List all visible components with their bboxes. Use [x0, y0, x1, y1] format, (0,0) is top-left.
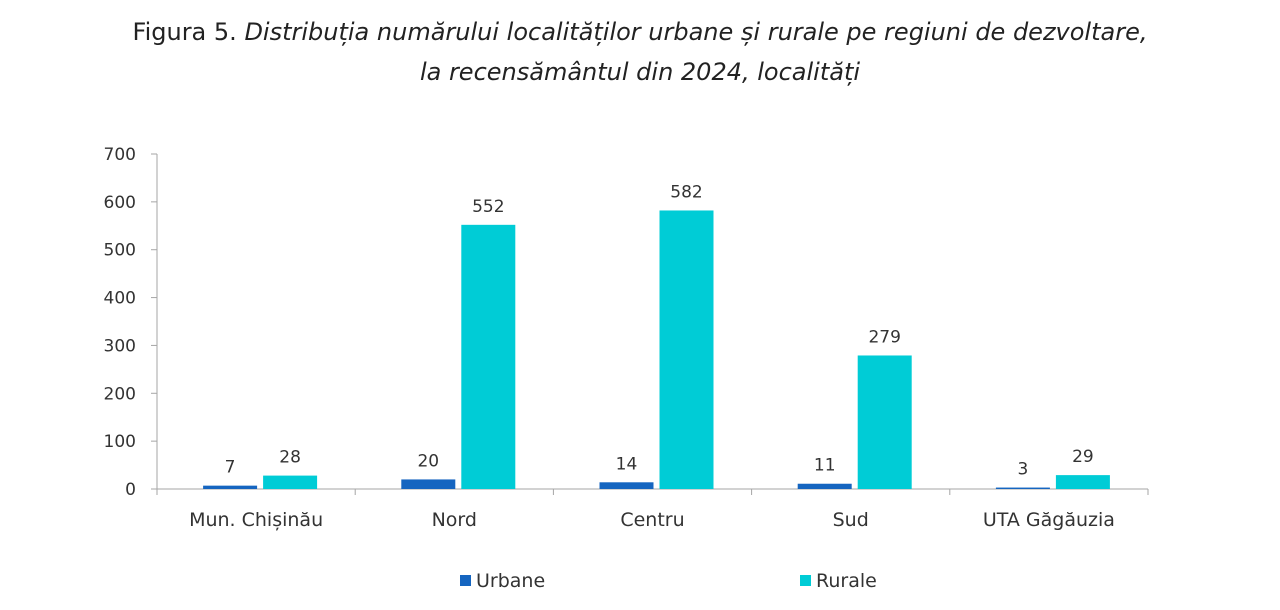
bar-rurale	[263, 475, 318, 489]
chart-title-line-2: la recensământul din 2024, localități	[419, 58, 861, 86]
bar-urbane	[203, 485, 258, 489]
bar-urbane	[797, 483, 852, 489]
data-label: 14	[616, 454, 638, 474]
data-label: 552	[472, 197, 504, 217]
data-label: 11	[814, 456, 836, 476]
y-tick-label: 0	[125, 480, 136, 500]
bar-rurale	[1055, 475, 1110, 489]
bar-urbane	[995, 487, 1050, 489]
legend-swatch-rurale	[800, 575, 811, 586]
data-label: 279	[868, 327, 900, 347]
data-label: 582	[670, 182, 702, 202]
category-label: Nord	[432, 509, 477, 531]
data-label: 20	[417, 451, 439, 471]
bar-rurale	[659, 210, 714, 489]
data-label: 7	[225, 458, 236, 478]
y-tick-label: 100	[104, 432, 136, 452]
x-axis: Mun. Chișinău Nord Centru Sud UTA Găgăuzia	[156, 488, 1149, 531]
figure-number: Figura 5.	[132, 18, 237, 46]
bar-urbane	[401, 479, 456, 489]
legend-swatch-urbane	[460, 575, 471, 586]
category-label: Mun. Chișinău	[189, 509, 323, 531]
y-tick-label: 700	[104, 145, 136, 165]
legend-label-urbane: Urbane	[476, 570, 545, 592]
y-tick-label: 300	[104, 336, 136, 356]
y-tick-label: 600	[104, 193, 136, 213]
chart-title: Figura 5. Distribuția numărului localită…	[0, 12, 1280, 92]
bar-urbane	[599, 482, 654, 489]
legend-label-rurale: Rurale	[816, 570, 877, 592]
category-label: UTA Găgăuzia	[983, 509, 1115, 531]
y-axis: 0 100 200 300 400 500 600 700	[104, 145, 158, 500]
data-label: 29	[1072, 447, 1094, 467]
bar-rurale	[857, 355, 912, 489]
y-tick-label: 200	[104, 384, 136, 404]
y-tick-label: 400	[104, 289, 136, 309]
chart-title-line-1: Distribuția numărului localităților urba…	[244, 18, 1148, 46]
y-tick-label: 500	[104, 241, 136, 261]
category-label: Sud	[833, 509, 869, 531]
bar-rurale	[461, 224, 516, 490]
data-label: 28	[279, 448, 301, 468]
bars: 7 20 14 11 3 28 552 582 279 29	[203, 182, 1110, 490]
legend: Urbane Rurale	[460, 570, 877, 592]
data-label: 3	[1017, 460, 1028, 480]
category-label: Centru	[620, 509, 684, 531]
